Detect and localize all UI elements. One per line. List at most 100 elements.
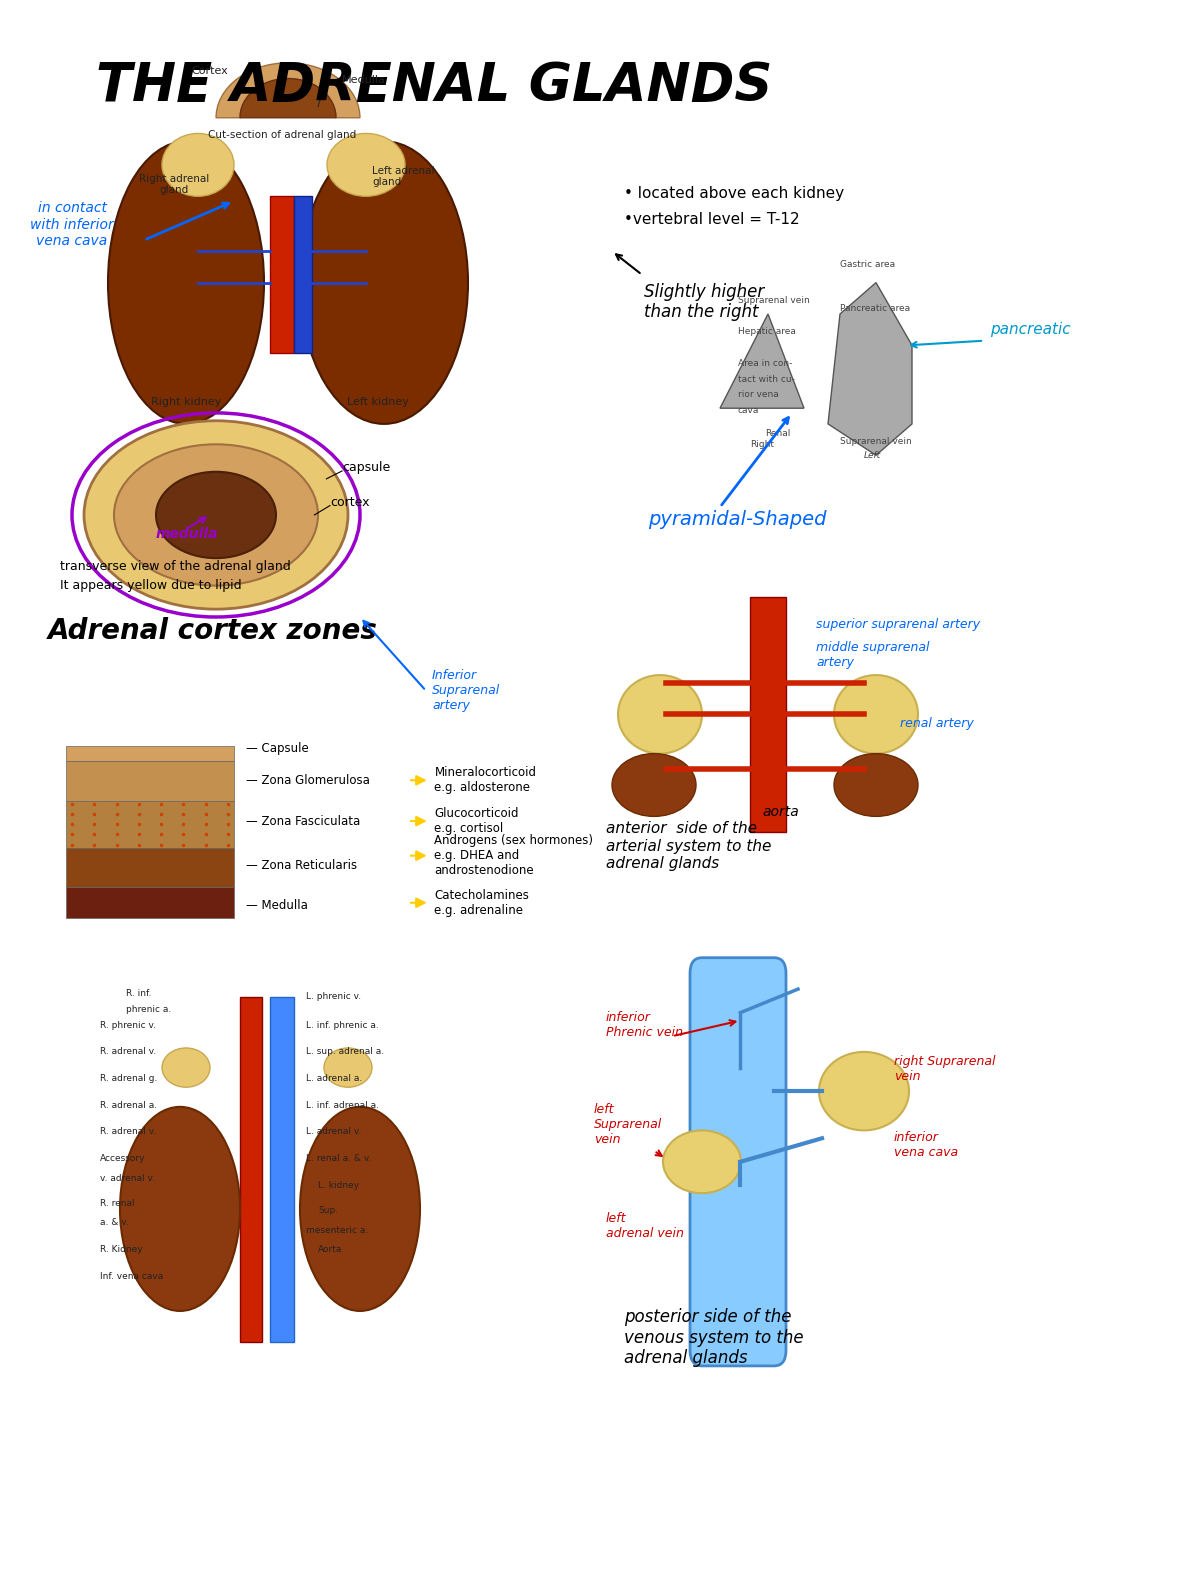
Ellipse shape <box>818 1052 910 1130</box>
Text: Cut-section of adrenal gland: Cut-section of adrenal gland <box>208 130 356 140</box>
Ellipse shape <box>156 473 276 559</box>
Text: L. inf. phrenic a.: L. inf. phrenic a. <box>306 1020 379 1030</box>
Text: R. adrenal a.: R. adrenal a. <box>100 1101 157 1110</box>
Text: Area in con-: Area in con- <box>738 360 792 367</box>
Text: It appears yellow due to lipid: It appears yellow due to lipid <box>60 579 241 592</box>
Text: Catecholamines
e.g. adrenaline: Catecholamines e.g. adrenaline <box>434 889 529 917</box>
Text: L. inf. adrenal a.: L. inf. adrenal a. <box>306 1101 379 1110</box>
Text: Suprarenal vein: Suprarenal vein <box>840 438 912 446</box>
Text: Left: Left <box>864 452 881 460</box>
Text: Cortex: Cortex <box>192 66 228 75</box>
Text: Left adrenal
gland: Left adrenal gland <box>372 166 434 187</box>
Text: Inferior
Suprarenal
artery: Inferior Suprarenal artery <box>432 669 500 713</box>
Text: L. adrenal a.: L. adrenal a. <box>306 1074 362 1083</box>
Text: middle suprarenal
artery: middle suprarenal artery <box>816 641 930 669</box>
Text: Mineralocorticoid
e.g. aldosterone: Mineralocorticoid e.g. aldosterone <box>434 766 536 794</box>
Text: Right: Right <box>750 441 774 449</box>
Ellipse shape <box>162 1049 210 1086</box>
Text: Right kidney: Right kidney <box>151 397 221 407</box>
Text: L. phrenic v.: L. phrenic v. <box>306 992 361 1002</box>
Ellipse shape <box>84 421 348 609</box>
Text: inferior
Phrenic vein: inferior Phrenic vein <box>606 1011 683 1039</box>
Text: Left kidney: Left kidney <box>347 397 409 407</box>
Text: v. adrenal v.: v. adrenal v. <box>100 1174 155 1184</box>
Ellipse shape <box>324 1049 372 1086</box>
Text: phrenic a.: phrenic a. <box>126 1005 172 1014</box>
Text: transverse view of the adrenal gland: transverse view of the adrenal gland <box>60 560 290 573</box>
Ellipse shape <box>834 754 918 816</box>
Bar <box>66 746 234 761</box>
Text: R. inf.: R. inf. <box>126 989 151 999</box>
Bar <box>270 196 294 353</box>
Ellipse shape <box>300 141 468 424</box>
Text: R. adrenal g.: R. adrenal g. <box>100 1074 157 1083</box>
Text: L. adrenal v.: L. adrenal v. <box>306 1127 361 1137</box>
Text: R. adrenal v.: R. adrenal v. <box>100 1047 156 1057</box>
Text: • located above each kidney: • located above each kidney <box>624 185 844 201</box>
Ellipse shape <box>618 675 702 754</box>
Polygon shape <box>240 78 336 118</box>
Text: right Suprarenal
vein: right Suprarenal vein <box>894 1055 996 1083</box>
Text: aorta: aorta <box>762 805 799 820</box>
Text: Adrenal cortex zones: Adrenal cortex zones <box>48 617 378 645</box>
Text: a. & v.: a. & v. <box>100 1218 128 1228</box>
Ellipse shape <box>612 754 696 816</box>
Ellipse shape <box>108 141 264 424</box>
Bar <box>294 196 312 353</box>
Text: Right adrenal
gland: Right adrenal gland <box>139 174 209 195</box>
Bar <box>66 848 234 887</box>
Text: •vertebral level = T-12: •vertebral level = T-12 <box>624 212 799 228</box>
Text: Suprarenal vein: Suprarenal vein <box>738 297 810 305</box>
Text: — Zona Glomerulosa: — Zona Glomerulosa <box>246 774 370 787</box>
Text: — Zona Fasciculata: — Zona Fasciculata <box>246 815 360 827</box>
Text: pyramidal-Shaped: pyramidal-Shaped <box>648 510 827 529</box>
Text: cava: cava <box>738 407 760 414</box>
Text: in contact
with inferior
vena cava: in contact with inferior vena cava <box>30 201 114 248</box>
Bar <box>66 801 234 848</box>
Text: Renal: Renal <box>766 430 791 438</box>
Text: renal artery: renal artery <box>900 717 973 730</box>
Text: — Capsule: — Capsule <box>246 743 308 755</box>
Text: L. kidney: L. kidney <box>318 1181 359 1190</box>
FancyBboxPatch shape <box>690 958 786 1366</box>
Bar <box>750 597 786 832</box>
Text: R. Kidney: R. Kidney <box>100 1245 143 1254</box>
Text: posterior side of the
venous system to the
adrenal glands: posterior side of the venous system to t… <box>624 1308 804 1367</box>
Text: Glucocorticoid
e.g. cortisol: Glucocorticoid e.g. cortisol <box>434 807 518 835</box>
Text: L. renal a. & v.: L. renal a. & v. <box>306 1154 371 1163</box>
Text: mesenteric a.: mesenteric a. <box>306 1226 368 1236</box>
Text: cortex: cortex <box>330 496 370 509</box>
Text: Accessory: Accessory <box>100 1154 145 1163</box>
Text: inferior
vena cava: inferior vena cava <box>894 1130 958 1159</box>
Text: left
adrenal vein: left adrenal vein <box>606 1212 684 1240</box>
Bar <box>240 997 262 1342</box>
Ellipse shape <box>300 1107 420 1311</box>
Text: Gastric area: Gastric area <box>840 261 895 268</box>
Polygon shape <box>216 63 360 118</box>
Text: anterior  side of the
arterial system to the
adrenal glands: anterior side of the arterial system to … <box>606 821 772 871</box>
Ellipse shape <box>662 1130 742 1193</box>
Ellipse shape <box>326 133 406 196</box>
Text: rior vena: rior vena <box>738 391 779 399</box>
Bar <box>66 887 234 918</box>
Text: Pancreatic area: Pancreatic area <box>840 305 910 312</box>
Text: THE ADRENAL GLANDS: THE ADRENAL GLANDS <box>96 60 773 111</box>
Polygon shape <box>828 283 912 455</box>
Text: R. phrenic v.: R. phrenic v. <box>100 1020 156 1030</box>
Text: Hepatic area: Hepatic area <box>738 328 796 336</box>
Text: capsule: capsule <box>342 462 390 474</box>
Polygon shape <box>720 314 804 408</box>
Text: tact with cu-: tact with cu- <box>738 375 794 383</box>
Text: pancreatic: pancreatic <box>990 322 1070 338</box>
Text: Slightly higher
than the right: Slightly higher than the right <box>644 283 764 322</box>
Bar <box>270 997 294 1342</box>
Text: medulla: medulla <box>156 528 218 540</box>
Text: left
Suprarenal
vein: left Suprarenal vein <box>594 1104 662 1146</box>
Text: superior suprarenal artery: superior suprarenal artery <box>816 619 980 631</box>
Text: — Zona Reticularis: — Zona Reticularis <box>246 859 358 871</box>
Bar <box>66 761 234 801</box>
Text: Aorta: Aorta <box>318 1245 342 1254</box>
Text: R. renal: R. renal <box>100 1199 134 1209</box>
Ellipse shape <box>120 1107 240 1311</box>
Text: Sup.: Sup. <box>318 1206 338 1215</box>
